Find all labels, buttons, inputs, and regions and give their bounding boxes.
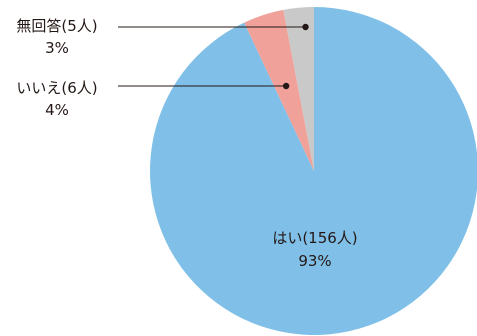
slice-percent-no-answer: 3% — [45, 39, 69, 57]
slice-percent-yes: 93% — [298, 252, 331, 270]
pie-slice-no-answer — [283, 7, 314, 171]
leader-no-dot — [282, 82, 290, 90]
slice-label-yes: はい(156人) — [272, 229, 357, 247]
pie-slice-no — [244, 9, 314, 171]
slice-label-no-answer: 無回答(5人) — [16, 17, 97, 35]
leader-lines — [118, 23, 309, 90]
pie-slices — [150, 7, 477, 335]
leader-no-answer-dot — [302, 23, 309, 31]
pie-slice-yes — [150, 7, 477, 335]
slice-label-no: いいえ(6人) — [16, 79, 97, 97]
slice-percent-no: 4% — [45, 101, 69, 119]
